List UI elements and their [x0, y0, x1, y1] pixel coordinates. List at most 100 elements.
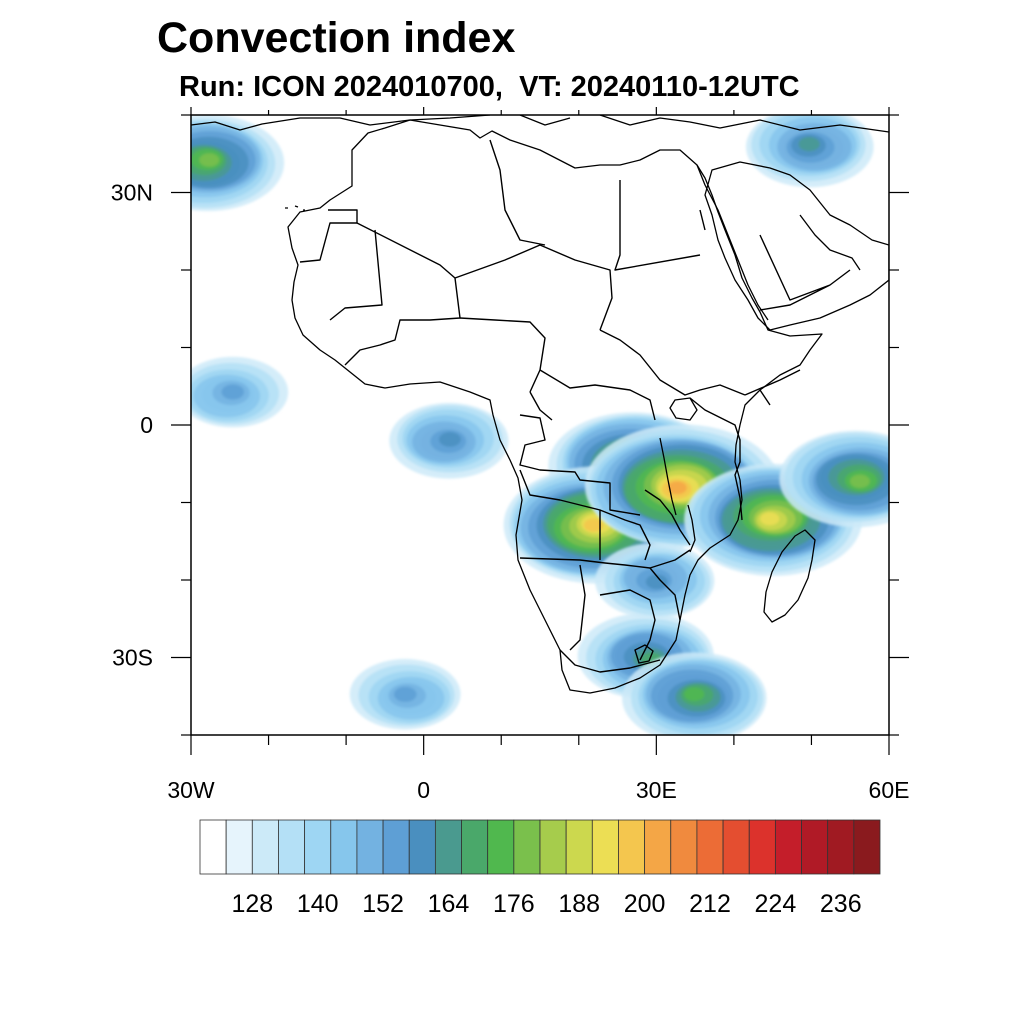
convection-cell-4 [779, 430, 889, 528]
convection-cell-12 [595, 543, 715, 619]
border-cameroon [529, 391, 553, 421]
border-lesotho [634, 644, 654, 664]
convection-cell-10 [746, 115, 874, 188]
colorbar-swatch [591, 819, 619, 875]
colorbar-swatch [513, 819, 541, 875]
convection-field [191, 115, 889, 735]
europe-coastline [191, 115, 889, 133]
colorbar-swatch [251, 819, 279, 875]
convection-contour [849, 474, 870, 488]
border-central-africa [539, 369, 656, 421]
convection-contour [438, 432, 461, 447]
colorbar-swatch [382, 819, 410, 875]
convection-contour [199, 153, 220, 167]
colorbar-swatch [774, 819, 802, 875]
border-arabia [699, 209, 851, 311]
border-south-africa [559, 649, 661, 673]
convection-cell-7 [389, 402, 509, 479]
border-angola [519, 469, 601, 560]
border-congo [519, 414, 641, 516]
colorbar-label: 200 [624, 890, 666, 918]
x-tick-label: 30W [167, 777, 215, 803]
border-ethiopia-somalia [744, 369, 801, 406]
colorbar-swatch [853, 819, 881, 875]
colorbar-label: 176 [493, 890, 535, 918]
colorbar-swatch [539, 819, 567, 875]
y-tick-label: 30N [111, 180, 153, 206]
colorbar-swatch [278, 819, 306, 875]
colorbar-swatch [670, 819, 698, 875]
border-western-sahara [299, 209, 358, 263]
map-background [191, 115, 889, 735]
coastlines-and-borders [191, 115, 889, 694]
lake-tanganyika [659, 437, 677, 516]
convection-cell-9 [191, 115, 285, 212]
border-kenya-tanzania [689, 397, 743, 521]
convection-cell-8 [191, 356, 289, 428]
x-tick-label: 30E [636, 777, 677, 803]
arabia-coastline [704, 161, 889, 331]
colorbar [199, 819, 881, 875]
chart-title: Convection index [157, 14, 516, 62]
border-egypt-sudan [614, 180, 701, 271]
chart-subtitle: Run: ICON 2024010700, VT: 20240110-12UTC [179, 71, 800, 103]
convection-cell-11 [349, 659, 461, 730]
convection-contour [684, 687, 705, 702]
convection-contour [667, 481, 687, 495]
convection-cell-6 [622, 652, 767, 735]
convection-contour [583, 518, 604, 532]
axis-ticks [171, 107, 909, 755]
colorbar-swatch [722, 819, 750, 875]
lake-malawi [687, 504, 696, 553]
colorbar-swatch [408, 819, 436, 875]
border-sahel [356, 222, 613, 331]
colorbar-swatch [330, 819, 358, 875]
border-zambia-malawi [644, 489, 691, 546]
colorbar-swatch [225, 819, 253, 875]
convection-contour [221, 384, 245, 400]
colorbar-label: 152 [362, 890, 404, 918]
convection-contour [645, 574, 668, 590]
border-angola-namibia [519, 549, 691, 569]
border-namibia-botswana [569, 564, 586, 651]
border-niger-nigeria [459, 317, 546, 393]
persian-gulf-coast [799, 214, 861, 271]
colorbar-label: 224 [755, 890, 797, 918]
border-sudan-south [599, 329, 746, 396]
colorbar-swatch [304, 819, 332, 875]
colorbar-label: 212 [689, 890, 731, 918]
colorbar-label: 128 [231, 890, 273, 918]
colorbar-swatch [748, 819, 776, 875]
y-tick-label: 30S [112, 645, 153, 671]
africa-coastline [287, 119, 823, 694]
madagascar-coastline [763, 529, 816, 623]
border-mauritania-mali [329, 229, 383, 321]
colorbar-swatch [356, 819, 384, 875]
border-botswana-sa [599, 589, 656, 661]
red-sea-coast [696, 164, 769, 321]
border-algeria-libya [489, 139, 546, 246]
border-zambia [599, 509, 651, 561]
colorbar-swatch [827, 819, 855, 875]
colorbar-swatch [565, 819, 593, 875]
colorbar-label: 188 [558, 890, 600, 918]
convection-contour [798, 136, 820, 152]
colorbar-label: 236 [820, 890, 862, 918]
border-west-africa [344, 277, 461, 366]
convection-contour [393, 686, 417, 702]
colorbar-swatch [618, 819, 646, 875]
y-axis-labels: 30N 0 30S [111, 180, 153, 671]
x-tick-label: 60E [869, 777, 910, 803]
x-tick-label: 0 [417, 777, 430, 803]
colorbar-labels: 128 140 152 164 176 188 200 212 224 236 [231, 890, 861, 918]
colorbar-label: 140 [297, 890, 339, 918]
x-axis-labels: 30W 0 30E 60E [167, 777, 909, 803]
canary-islands [285, 205, 305, 211]
colorbar-label: 164 [428, 890, 470, 918]
convection-contour [760, 512, 780, 526]
colorbar-swatch [801, 819, 829, 875]
colorbar-swatch [487, 819, 515, 875]
colorbar-swatch [199, 819, 227, 875]
y-tick-label: 0 [140, 412, 153, 438]
